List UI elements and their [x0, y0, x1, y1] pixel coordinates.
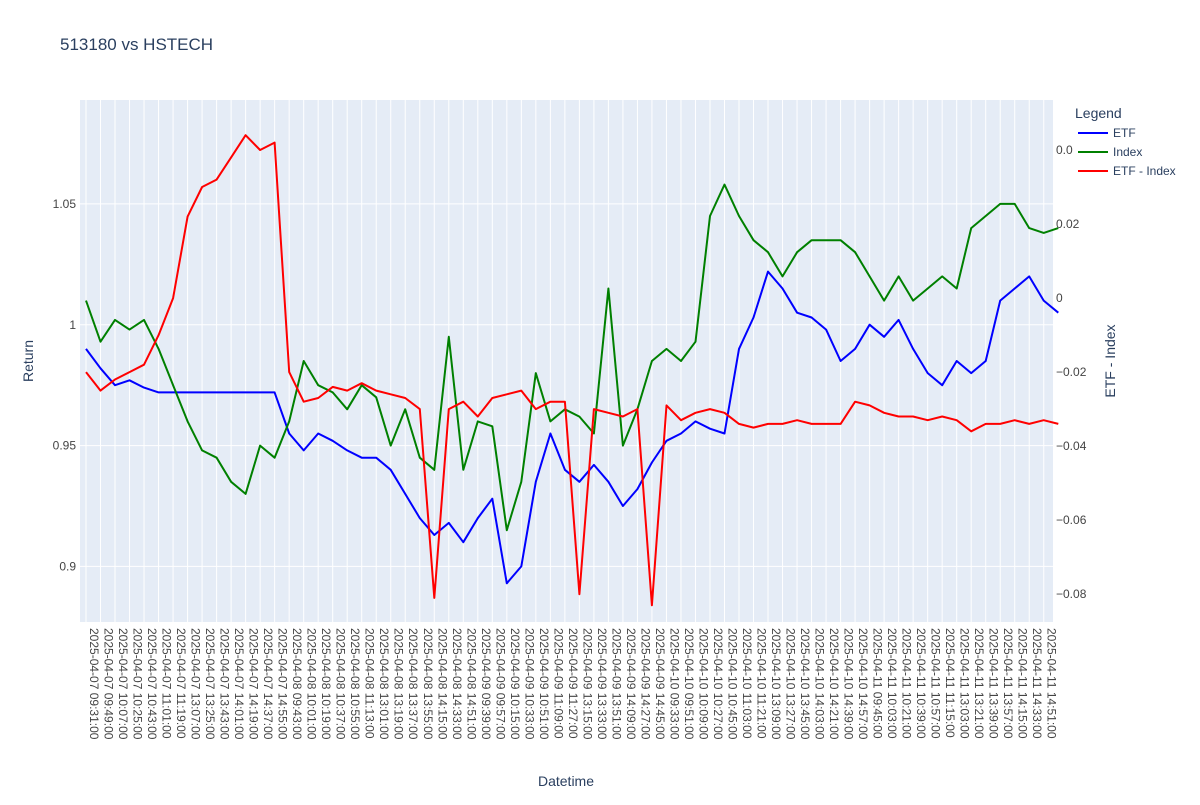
x-tick-label: 2025-04-08 14:15:00 [435, 628, 449, 740]
x-tick-label: 2025-04-08 10:37:00 [334, 628, 348, 740]
x-tick-label: 2025-04-11 10:21:00 [900, 628, 914, 739]
x-tick-label: 2025-04-07 13:43:00 [218, 628, 232, 740]
y2-tick-label: −0.04 [1056, 439, 1087, 453]
x-tick-label: 2025-04-11 10:03:00 [885, 628, 899, 739]
x-tick-label: 2025-04-07 10:07:00 [116, 628, 130, 740]
x-tick-label: 2025-04-10 10:45:00 [725, 628, 739, 740]
x-tick-label: 2025-04-08 11:13:00 [363, 628, 377, 739]
x-tick-label: 2025-04-10 13:45:00 [798, 628, 812, 740]
y-axis-ticks: 0.9 0.95 1 1.05 [53, 197, 77, 574]
y2-tick-label: −0.06 [1056, 513, 1087, 527]
y-tick-label: 1 [69, 318, 76, 332]
x-tick-label: 2025-04-08 10:01:00 [305, 628, 319, 740]
series-line-etf [85, 270, 1059, 585]
y-tick-label: 1.05 [53, 197, 77, 211]
x-tick-label: 2025-04-11 10:57:00 [929, 628, 943, 739]
x-tick-label: 2025-04-10 10:09:00 [696, 628, 710, 740]
legend: Legend ETF Index ETF - Index [1075, 105, 1176, 178]
x-tick-label: 2025-04-09 14:09:00 [624, 628, 638, 740]
x-tick-label: 2025-04-10 14:03:00 [813, 628, 827, 740]
x-tick-label: 2025-04-07 13:25:00 [203, 628, 217, 740]
y2-axis-title: ETF - Index [1102, 324, 1118, 397]
series-line-etf-index [85, 134, 1059, 607]
x-tick-label: 2025-04-07 13:07:00 [189, 628, 203, 740]
y2-tick-label: 0.02 [1056, 217, 1080, 231]
y2-tick-label: −0.08 [1056, 587, 1087, 601]
x-tick-label: 2025-04-08 10:19:00 [319, 628, 333, 740]
legend-entry-etf-index: ETF - Index [1113, 164, 1176, 178]
x-tick-label: 2025-04-11 13:03:00 [958, 628, 972, 739]
x-tick-label: 2025-04-09 09:39:00 [479, 628, 493, 740]
x-tick-label: 2025-04-09 09:57:00 [493, 628, 507, 740]
x-tick-label: 2025-04-10 14:21:00 [827, 628, 841, 740]
x-tick-label: 2025-04-11 09:45:00 [871, 628, 885, 739]
x-tick-label: 2025-04-09 14:45:00 [653, 628, 667, 740]
x-tick-label: 2025-04-10 13:09:00 [769, 628, 783, 740]
legend-entry-index: Index [1113, 145, 1142, 159]
x-tick-label: 2025-04-07 14:37:00 [261, 628, 275, 740]
x-tick-label: 2025-04-11 14:33:00 [1030, 628, 1044, 739]
x-tick-label: 2025-04-09 10:15:00 [508, 628, 522, 740]
x-tick-label: 2025-04-09 10:51:00 [537, 628, 551, 740]
x-tick-label: 2025-04-10 13:27:00 [784, 628, 798, 740]
y2-tick-label: 0 [1056, 291, 1063, 305]
x-tick-label: 2025-04-08 13:19:00 [392, 628, 406, 740]
y2-tick-label: −0.02 [1056, 365, 1087, 379]
x-tick-label: 2025-04-11 14:15:00 [1016, 628, 1030, 739]
chart-title: 513180 vs HSTECH [60, 35, 213, 54]
y-tick-label: 0.95 [53, 439, 77, 453]
x-tick-label: 2025-04-11 13:57:00 [1001, 628, 1015, 739]
x-tick-label: 2025-04-09 11:27:00 [566, 628, 580, 739]
y-tick-label: 0.9 [59, 559, 76, 573]
x-tick-label: 2025-04-08 10:55:00 [348, 628, 362, 740]
x-tick-label: 2025-04-10 11:03:00 [740, 628, 754, 739]
y2-axis-ticks: −0.08 −0.06 −0.04 −0.02 0 0.02 0.0 [1056, 143, 1087, 601]
x-tick-label: 2025-04-09 13:51:00 [609, 628, 623, 740]
x-tick-label: 2025-04-08 14:51:00 [464, 628, 478, 740]
series-lines [85, 134, 1059, 607]
x-tick-label: 2025-04-07 11:19:00 [174, 628, 188, 739]
x-tick-label: 2025-04-11 13:39:00 [987, 628, 1001, 739]
x-tick-label: 2025-04-07 14:55:00 [276, 628, 290, 740]
x-tick-label: 2025-04-11 10:39:00 [914, 628, 928, 739]
x-tick-label: 2025-04-07 09:31:00 [87, 628, 101, 740]
x-tick-label: 2025-04-09 13:15:00 [580, 628, 594, 740]
x-tick-label: 2025-04-10 11:21:00 [755, 628, 769, 739]
x-tick-label: 2025-04-10 14:57:00 [856, 628, 870, 740]
x-tick-label: 2025-04-10 09:33:00 [667, 628, 681, 740]
x-tick-label: 2025-04-08 13:55:00 [421, 628, 435, 740]
x-axis-title: Datetime [538, 773, 594, 789]
x-tick-label: 2025-04-07 09:49:00 [102, 628, 116, 740]
x-tick-label: 2025-04-07 11:01:00 [160, 628, 174, 739]
x-tick-label: 2025-04-09 13:33:00 [595, 628, 609, 740]
x-tick-label: 2025-04-07 10:25:00 [131, 628, 145, 740]
x-tick-label: 2025-04-10 09:51:00 [682, 628, 696, 740]
x-tick-label: 2025-04-11 11:15:00 [943, 628, 957, 738]
x-axis-ticks: 2025-04-07 09:31:00 2025-04-07 09:49:00 20… [87, 628, 1059, 740]
x-tick-label: 2025-04-10 14:39:00 [842, 628, 856, 740]
x-tick-label: 2025-04-07 10:43:00 [145, 628, 159, 740]
x-tick-label: 2025-04-08 09:43:00 [290, 628, 304, 740]
series-line-index [85, 183, 1059, 532]
x-tick-label: 2025-04-08 13:01:00 [377, 628, 391, 740]
legend-entry-etf: ETF [1113, 126, 1136, 140]
legend-title: Legend [1075, 105, 1122, 121]
x-tick-label: 2025-04-09 14:27:00 [638, 628, 652, 740]
y2-tick-label: 0.0 [1056, 143, 1073, 157]
plot-area [80, 100, 1053, 622]
x-tick-label: 2025-04-09 11:09:00 [551, 628, 565, 739]
y-axis-title: Return [20, 340, 36, 382]
x-tick-label: 2025-04-07 14:01:00 [232, 628, 246, 740]
x-tick-label: 2025-04-07 14:19:00 [247, 628, 261, 740]
x-tick-label: 2025-04-10 10:27:00 [711, 628, 725, 740]
x-tick-label: 2025-04-08 13:37:00 [406, 628, 420, 740]
x-tick-label: 2025-04-09 10:33:00 [522, 628, 536, 740]
x-tick-label: 2025-04-11 14:51:00 [1045, 628, 1059, 739]
x-tick-label: 2025-04-11 13:21:00 [972, 628, 986, 739]
x-tick-label: 2025-04-08 14:33:00 [450, 628, 464, 740]
